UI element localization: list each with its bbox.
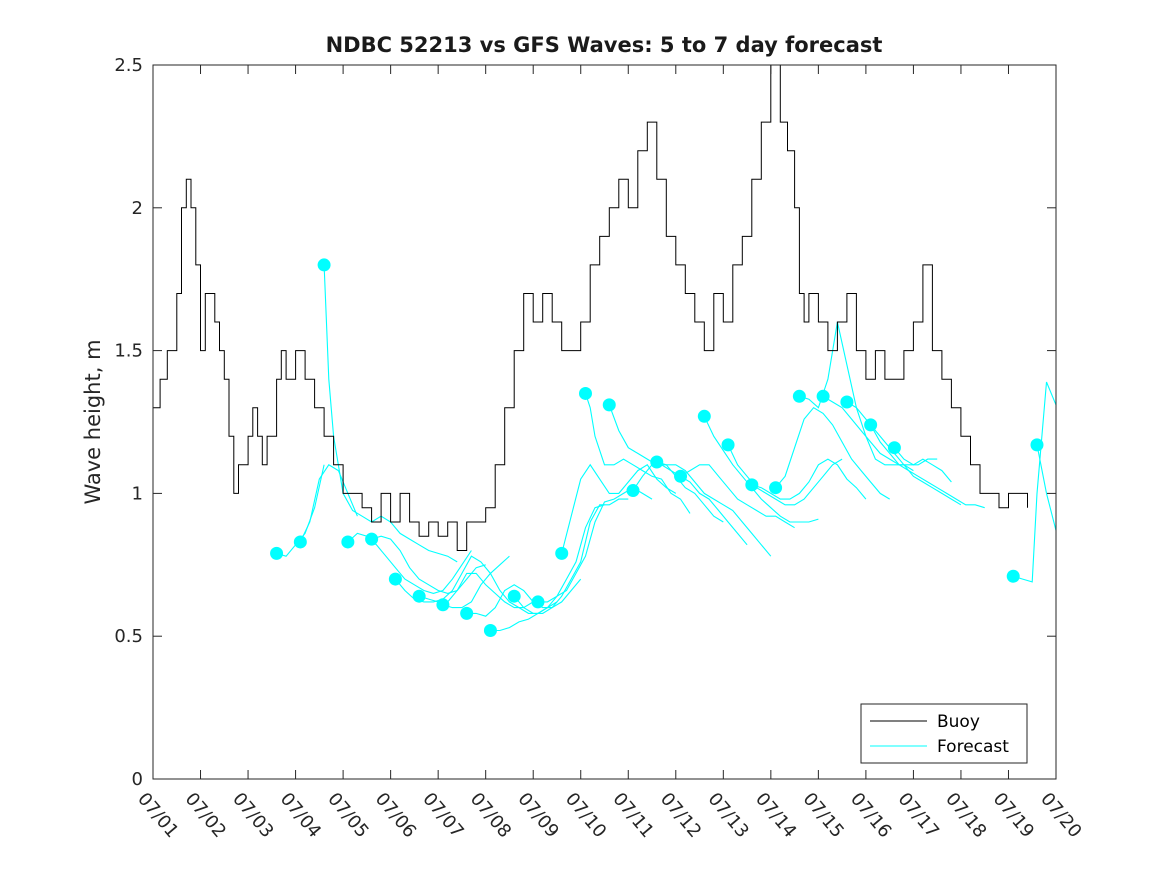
- forecast-start-marker: [602, 398, 616, 412]
- forecast-start-marker: [341, 535, 355, 549]
- forecast-start-marker: [650, 455, 664, 469]
- forecast-line: [751, 458, 867, 500]
- forecast-line: [656, 461, 772, 557]
- forecast-line: [870, 424, 985, 509]
- legend-box: [860, 703, 1028, 764]
- y-axis-label: Wave height, m: [81, 339, 105, 504]
- forecast-start-marker: [270, 546, 284, 560]
- forecast-line: [1013, 381, 1057, 583]
- y-tick-label: 1.5: [114, 341, 143, 362]
- forecast-start-marker: [887, 441, 901, 455]
- forecast-start-marker: [483, 623, 497, 637]
- forecast-start-marker: [1030, 438, 1044, 452]
- forecast-line: [703, 416, 819, 523]
- forecast-start-marker: [507, 589, 521, 603]
- y-tick-label: 2.5: [114, 55, 143, 76]
- forecast-series-group: [270, 258, 1057, 637]
- forecast-start-marker: [412, 589, 426, 603]
- forecast-start-marker: [697, 409, 711, 423]
- forecast-line: [513, 498, 629, 614]
- forecast-line: [490, 504, 605, 632]
- forecast-start-marker: [864, 418, 878, 432]
- forecast-line: [466, 578, 582, 617]
- forecast-start-marker: [365, 532, 379, 546]
- forecast-line: [775, 406, 890, 500]
- buoy-line: [153, 64, 1028, 551]
- forecast-line: [1036, 444, 1057, 531]
- chart-title: NDBC 52213 vs GFS Waves: 5 to 7 day fore…: [326, 33, 883, 57]
- forecast-start-marker: [840, 395, 854, 409]
- forecast-line: [371, 535, 486, 594]
- forecast-start-marker: [792, 389, 806, 403]
- legend-forecast-label: Forecast: [937, 737, 1009, 757]
- y-tick-label: 1: [132, 483, 143, 504]
- buoy-series-group: [153, 64, 1028, 551]
- forecast-start-marker: [1006, 569, 1020, 583]
- forecast-start-marker: [460, 606, 474, 620]
- forecast-start-marker: [293, 535, 307, 549]
- y-tick-label: 0: [132, 769, 143, 790]
- forecast-line: [584, 393, 691, 514]
- forecast-start-marker: [317, 258, 331, 272]
- y-tick-label: 2: [132, 198, 143, 219]
- plot-area-frame: [152, 64, 1057, 780]
- y-tick-label: 0.5: [114, 626, 143, 647]
- forecast-start-marker: [816, 389, 830, 403]
- legend-buoy-label: Buoy: [937, 712, 980, 732]
- forecast-line: [893, 447, 952, 483]
- forecast-start-marker: [745, 478, 759, 492]
- forecast-start-marker: [721, 438, 735, 452]
- forecast-start-marker: [436, 598, 450, 612]
- forecast-line: [727, 444, 843, 506]
- forecast-start-marker: [626, 484, 640, 498]
- forecast-line: [822, 395, 938, 466]
- legend: Buoy Forecast: [860, 703, 1028, 764]
- forecast-line: [561, 463, 677, 554]
- forecast-start-marker: [388, 572, 402, 586]
- forecast-start-marker: [531, 595, 545, 609]
- y-axis: 0 0.5 1 1.5 2 2.5: [114, 55, 1056, 790]
- forecast-start-marker: [555, 546, 569, 560]
- forecast-line: [680, 464, 795, 529]
- forecast-start-marker: [674, 469, 688, 483]
- forecast-start-marker: [769, 481, 783, 495]
- forecast-line: [846, 401, 962, 506]
- forecast-start-marker: [578, 386, 592, 400]
